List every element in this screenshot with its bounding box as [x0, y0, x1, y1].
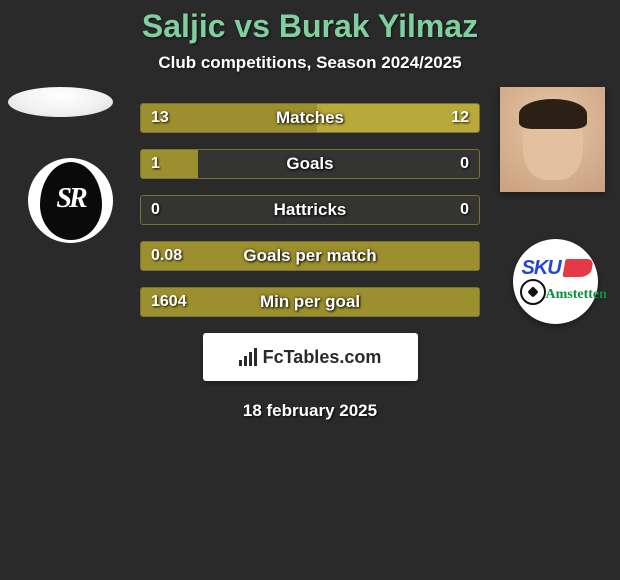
- stat-bars: Matches 13 12 Goals 1 0 Hattricks 0 0 Goals per m…: [140, 103, 480, 317]
- bar-chart-icon: [239, 348, 257, 366]
- stat-label: Matches: [276, 108, 344, 128]
- player2-avatar: [500, 87, 605, 192]
- comparison-area: SR SKU Amstetten Matches1312Goals10Hattr…: [0, 103, 620, 421]
- stat-value-left: 1604: [151, 293, 187, 311]
- stat-row: Min per goal 1604: [140, 287, 480, 317]
- stat-value-left: 0: [151, 201, 160, 219]
- stat-label: Goals per match: [243, 246, 376, 266]
- stat-value-right: 12: [451, 109, 469, 127]
- date-label: 18 february 2025: [0, 401, 620, 421]
- player1-club-logo: SR: [28, 158, 113, 243]
- stat-value-left: 13: [151, 109, 169, 127]
- stat-row: Goals 1 0: [140, 149, 480, 179]
- stat-value-left: 0.08: [151, 247, 182, 265]
- stat-row: Goals per match 0.08: [140, 241, 480, 271]
- stat-label: Hattricks: [274, 200, 347, 220]
- page-title: Saljic vs Burak Yilmaz: [0, 0, 620, 45]
- stat-value-right: 0: [460, 201, 469, 219]
- player2-club-logo: SKU Amstetten: [513, 239, 598, 324]
- watermark-text: FcTables.com: [263, 347, 382, 368]
- stat-value-left: 1: [151, 155, 160, 173]
- stat-label: Goals: [286, 154, 333, 174]
- stat-row: Hattricks 0 0: [140, 195, 480, 225]
- stat-bar-left: [141, 150, 198, 178]
- subtitle: Club competitions, Season 2024/2025: [0, 53, 620, 73]
- stat-label: Min per goal: [260, 292, 360, 312]
- stat-value-right: 0: [460, 155, 469, 173]
- watermark: FcTables.com: [203, 333, 418, 381]
- player1-avatar: [8, 87, 113, 117]
- stat-row: Matches 13 12: [140, 103, 480, 133]
